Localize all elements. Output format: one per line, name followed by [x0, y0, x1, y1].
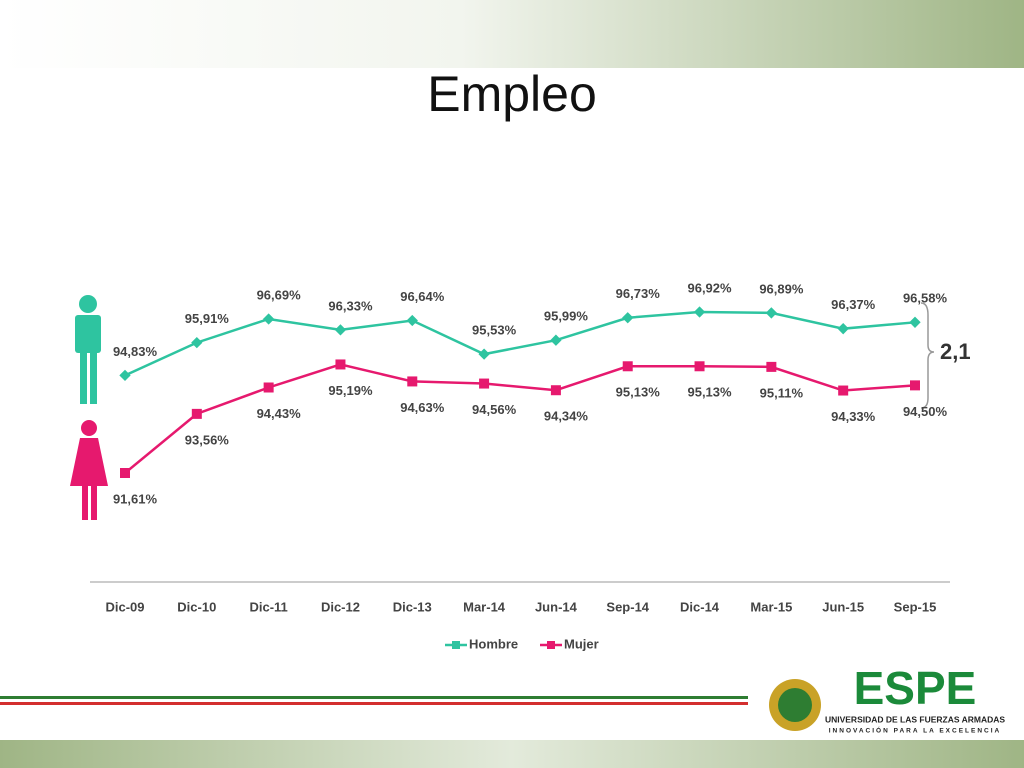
data-label: 94,33%	[831, 409, 876, 424]
point-diamond	[334, 324, 347, 336]
data-label: 96,69%	[257, 287, 302, 302]
data-label: 94,56%	[472, 402, 517, 417]
plot: Dic-09 Dic-10 Dic-11 Dic-12 Dic-13 Mar-14 Jun-…	[105, 280, 947, 651]
data-label: 96,92%	[687, 280, 732, 295]
data-label: 95,19%	[328, 383, 373, 398]
legend-marker	[452, 641, 460, 649]
legend-label: Hombre	[469, 636, 518, 651]
top-band	[0, 0, 1024, 68]
point-square	[838, 385, 849, 396]
point-square	[622, 361, 633, 372]
bracket	[920, 302, 935, 409]
point-diamond	[622, 312, 634, 324]
man-icon	[75, 295, 101, 404]
point-square	[766, 361, 777, 372]
point-square	[694, 361, 705, 372]
point-square	[407, 376, 418, 387]
data-label: 95,13%	[616, 385, 661, 400]
logo: ESPE UNIVERSIDAD DE LAS FUERZAS ARMADAS …	[769, 662, 1005, 735]
series-line	[124, 363, 916, 474]
data-label: 96,89%	[759, 281, 804, 296]
x-tick-label: Dic-13	[393, 599, 432, 614]
point-square	[263, 382, 274, 393]
icons	[70, 295, 108, 520]
series-line	[124, 310, 916, 377]
data-label: 91,61%	[113, 491, 158, 506]
legend-marker	[547, 641, 555, 649]
gap-annotation: 2,1	[940, 339, 971, 364]
logo-line1: UNIVERSIDAD DE LAS FUERZAS ARMADAS	[825, 714, 1005, 724]
point-square	[120, 468, 130, 478]
x-tick-label: Jun-14	[535, 599, 578, 614]
x-tick-label: Sep-15	[894, 599, 937, 614]
point-diamond	[909, 316, 921, 328]
data-label: 94,50%	[903, 404, 948, 419]
logo-emblem-inner	[778, 688, 812, 722]
slide-title: Empleo	[427, 66, 597, 122]
x-tick-label: Dic-12	[321, 599, 360, 614]
data-label: 96,64%	[400, 289, 445, 304]
data-label: 96,58%	[903, 291, 948, 306]
data-label: 95,99%	[544, 309, 589, 324]
point-square	[550, 385, 561, 396]
data-label: 93,56%	[185, 432, 230, 447]
data-label: 95,53%	[472, 323, 517, 338]
point-square	[335, 359, 346, 370]
data-label: 95,13%	[687, 385, 732, 400]
data-label: 95,91%	[185, 311, 230, 326]
x-tick-label: Dic-10	[177, 599, 216, 614]
data-label: 95,11%	[760, 385, 804, 400]
point-diamond	[478, 348, 490, 360]
data-label: 94,34%	[544, 409, 589, 424]
point-square	[479, 378, 490, 389]
logo-name: ESPE	[854, 662, 977, 714]
point-diamond	[406, 314, 418, 327]
data-label: 96,37%	[831, 297, 876, 312]
x-tick-label: Mar-14	[463, 599, 506, 614]
woman-icon	[70, 420, 108, 520]
x-tick-label: Mar-15	[750, 599, 792, 614]
point-diamond	[693, 306, 706, 318]
x-tick-label: Dic-11	[249, 599, 287, 614]
x-tick-label: Sep-14	[606, 599, 649, 614]
x-tick-label: Jun-15	[822, 599, 864, 614]
point-diamond	[119, 369, 131, 382]
x-tick-label: Dic-14	[680, 599, 720, 614]
point-square	[191, 408, 202, 419]
point-diamond	[837, 323, 849, 335]
point-diamond	[262, 313, 275, 325]
stripe-green	[0, 696, 748, 699]
point-square	[910, 380, 920, 391]
data-label: 94,63%	[400, 400, 445, 415]
bottom-band	[0, 740, 1024, 768]
data-label: 96,33%	[328, 298, 373, 313]
data-label: 96,73%	[616, 286, 661, 301]
logo-line2: INNOVACIÓN PARA LA EXCELENCIA	[829, 726, 1001, 735]
data-label: 94,83%	[113, 344, 158, 359]
point-diamond	[191, 336, 203, 349]
point-diamond	[550, 334, 562, 346]
stripe-red	[0, 702, 748, 705]
legend-label: Mujer	[564, 636, 599, 651]
x-tick-label: Dic-09	[105, 599, 144, 614]
data-label: 94,43%	[257, 406, 302, 421]
point-diamond	[765, 307, 778, 319]
